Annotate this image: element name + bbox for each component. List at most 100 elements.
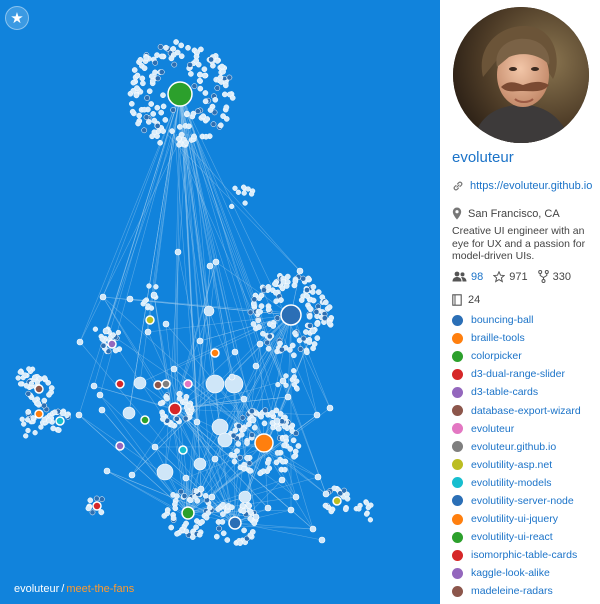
repo-node[interactable] [254,433,274,453]
fan-node[interactable] [239,502,246,509]
fan-node[interactable] [112,347,119,354]
fan-node[interactable] [146,283,152,289]
repo-node[interactable] [210,348,220,358]
fan-node[interactable] [201,72,208,79]
fan-node[interactable] [35,400,42,407]
fan-node[interactable] [173,415,180,422]
fan-node[interactable] [157,44,164,50]
repo-node[interactable] [55,416,65,426]
shared-fan-node[interactable] [314,473,322,481]
fan-node[interactable] [203,514,210,521]
fan-node[interactable] [37,375,43,382]
fan-node[interactable] [309,289,316,295]
fan-node[interactable] [291,352,297,359]
fan-node[interactable] [202,90,209,96]
fan-node[interactable] [246,502,253,509]
fan-node[interactable] [157,139,163,146]
fan-node[interactable] [178,53,185,60]
fan-node[interactable] [30,415,36,421]
fan-node[interactable] [315,289,322,295]
fan-node[interactable] [110,332,116,338]
shared-fan-node[interactable] [193,418,201,426]
fan-node[interactable] [196,531,203,538]
fan-node[interactable] [41,375,48,381]
fan-node[interactable] [176,124,183,130]
fan-node[interactable] [130,79,137,86]
fan-node[interactable] [220,113,226,119]
fan-node[interactable] [181,493,188,499]
fan-node[interactable] [282,434,289,441]
fan-node[interactable] [182,415,189,422]
repo-item[interactable]: evolutility-server-node [452,492,600,510]
fan-node[interactable] [294,378,300,384]
fan-node[interactable] [24,417,31,423]
fan-node[interactable] [199,518,205,525]
repo-item[interactable]: evoluteur.github.io [452,438,600,456]
fan-node[interactable] [135,120,141,127]
fan-node[interactable] [244,454,250,461]
fan-node[interactable] [128,100,135,107]
shared-fan-node[interactable] [128,471,136,479]
shared-fan-node[interactable] [193,457,207,471]
fan-node[interactable] [300,335,307,342]
fan-node[interactable] [246,460,253,467]
shared-fan-node[interactable] [309,525,317,533]
fan-node[interactable] [93,495,100,502]
fan-node[interactable] [41,397,48,404]
fan-node[interactable] [191,83,198,90]
repo-item[interactable]: madeleine-radars [452,582,600,600]
fan-node[interactable] [212,96,219,103]
fan-node[interactable] [168,524,175,531]
fan-node[interactable] [310,284,317,290]
profile-url-row[interactable]: https://evoluteur.github.io [452,180,592,192]
fan-node[interactable] [25,409,31,415]
fan-node[interactable] [169,422,176,428]
fan-node[interactable] [185,44,191,51]
fan-node[interactable] [283,373,289,379]
fan-node[interactable] [183,393,190,400]
fan-node[interactable] [187,497,194,504]
fan-node[interactable] [148,101,155,107]
fan-node[interactable] [154,52,160,58]
fan-node[interactable] [130,87,137,94]
fan-node[interactable] [289,422,296,429]
fan-node[interactable] [164,395,170,402]
fan-node[interactable] [190,110,197,117]
fan-node[interactable] [23,433,29,439]
repo-item[interactable]: evoluteur [452,420,600,438]
fan-node[interactable] [292,330,298,336]
fan-node[interactable] [175,135,182,142]
fan-node[interactable] [247,468,254,474]
fan-node[interactable] [262,407,269,414]
fan-node[interactable] [133,92,140,99]
fan-node[interactable] [328,315,335,321]
fan-node[interactable] [158,69,165,75]
fan-node[interactable] [217,74,224,81]
fan-node[interactable] [152,59,159,66]
fan-node[interactable] [231,452,238,459]
fan-node[interactable] [293,430,299,437]
fan-node[interactable] [220,501,226,508]
fan-node[interactable] [240,426,247,433]
star-icon[interactable]: ★ [5,6,29,30]
fan-node[interactable] [195,108,201,115]
shared-fan-node[interactable] [238,490,252,504]
fan-node[interactable] [99,496,105,503]
fan-node[interactable] [160,128,166,134]
fan-node[interactable] [145,119,152,125]
fan-node[interactable] [305,275,312,282]
fan-node[interactable] [186,123,192,130]
fan-node[interactable] [279,458,286,465]
shared-fan-node[interactable] [326,404,334,412]
repo-node[interactable] [280,304,302,326]
shared-fan-node[interactable] [133,376,147,390]
fan-node[interactable] [87,497,94,504]
fan-node[interactable] [247,508,254,515]
fan-node[interactable] [266,333,273,340]
fan-node[interactable] [283,382,289,388]
shared-fan-node[interactable] [252,513,260,521]
fan-node[interactable] [247,515,254,522]
repo-node[interactable] [145,315,155,325]
fan-node[interactable] [365,504,371,511]
fan-node[interactable] [248,191,255,197]
